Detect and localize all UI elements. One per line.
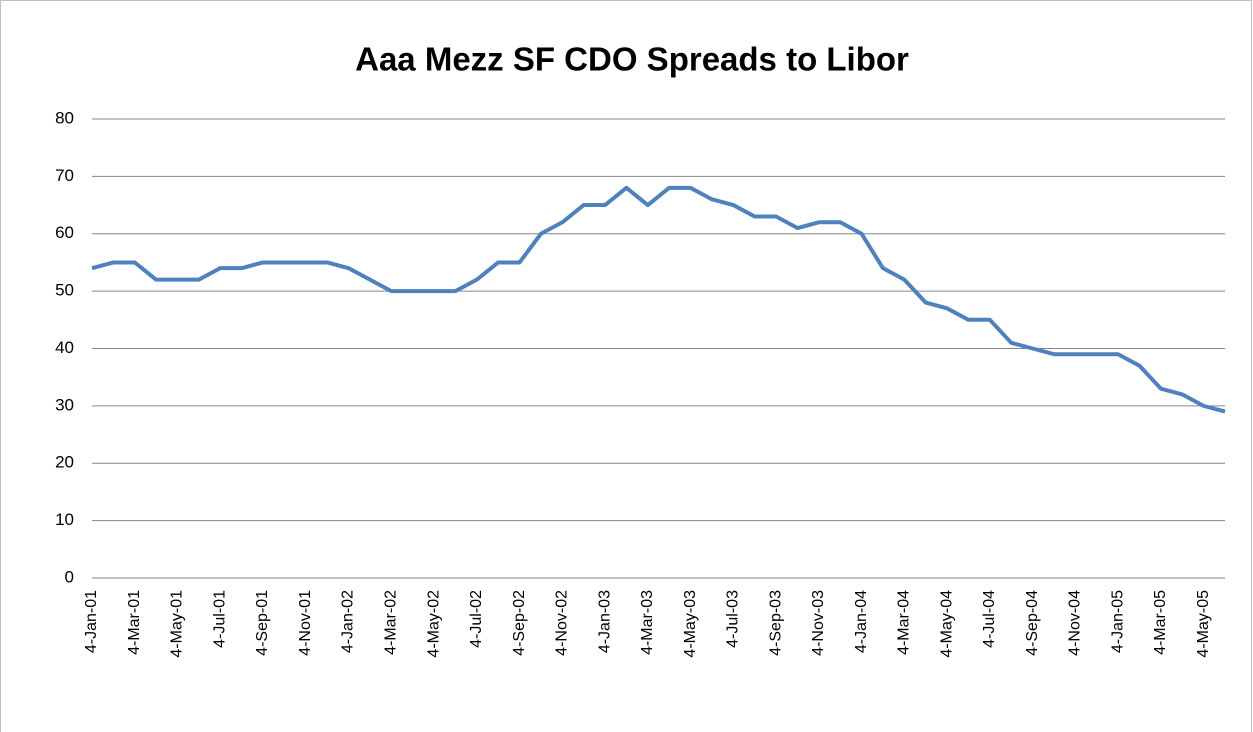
x-tick-label: 4-May-01 [169,590,186,658]
x-tick-label: 4-Jan-05 [1109,590,1126,653]
x-tick-label: 4-Nov-01 [297,590,314,656]
y-tick-label: 30 [55,395,74,414]
x-tick-label: 4-Mar-01 [126,590,143,655]
chart-title: Aaa Mezz SF CDO Spreads to Libor [355,41,909,78]
x-tick-label: 4-Nov-02 [554,590,571,656]
x-tick-label: 4-May-05 [1195,590,1212,658]
x-tick-label: 4-Jul-04 [981,590,998,648]
data-line [91,185,1226,414]
x-tick-label: 4-May-04 [938,590,955,658]
x-tick-label: 4-May-02 [425,590,442,658]
x-tick-label: 4-Jan-04 [853,590,870,653]
y-tick-label: 60 [55,223,74,242]
x-tick-label: 4-Sep-01 [254,590,271,656]
x-tick-label: 4-Jul-03 [725,590,742,648]
x-tick-label: 4-Nov-04 [1067,590,1084,656]
x-tick-label: 4-Jan-03 [596,590,613,653]
x-tick-label: 4-Mar-02 [383,590,400,655]
y-tick-label: 50 [55,281,74,300]
y-tick-label: 0 [65,567,74,586]
y-tick-label: 40 [55,338,74,357]
x-tick-label: 4-Mar-05 [1152,590,1169,655]
y-tick-label: 10 [55,510,74,529]
x-tick-label: 4-Sep-02 [511,590,528,656]
y-tick-label: 70 [55,166,74,185]
x-tick-label: 4-Jan-02 [340,590,357,653]
y-tick-label: 20 [55,453,74,472]
x-tick-label: 4-Jul-01 [211,590,228,648]
x-tick-label: 4-Sep-03 [767,590,784,656]
x-tick-label: 4-Sep-04 [1024,590,1041,656]
x-tick-label: 4-Nov-03 [810,590,827,656]
x-tick-label: 4-Jan-01 [83,590,100,653]
x-tick-label: 4-Mar-04 [896,590,913,655]
y-tick-label: 80 [55,108,74,127]
x-tick-label: 4-Jul-02 [468,590,485,648]
x-tick-label: 4-Mar-03 [639,590,656,655]
x-tick-label: 4-May-03 [682,590,699,658]
